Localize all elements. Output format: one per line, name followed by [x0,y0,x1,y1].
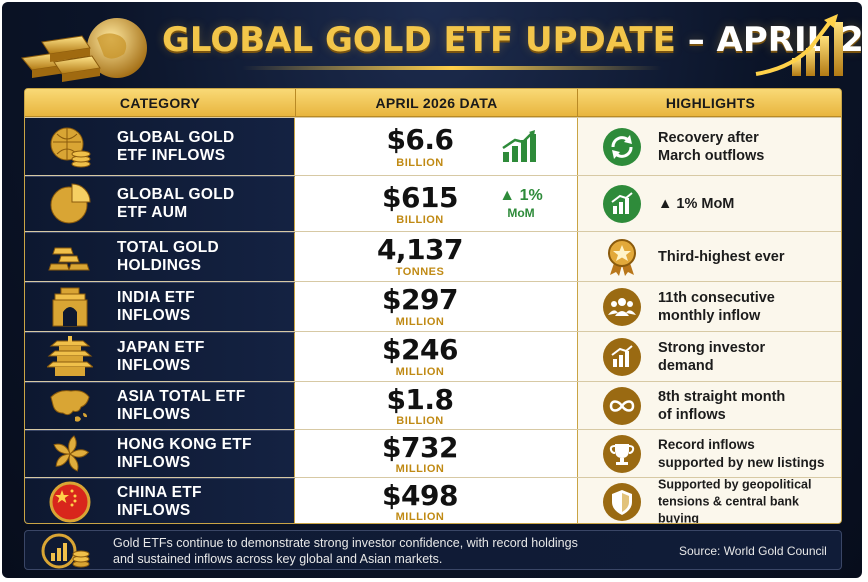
data-cell: $297 MILLION [295,282,577,331]
highlight-cell: Recovery after March outflows [577,118,841,175]
table-row: JAPAN ETF INFLOWS $246 MILLION Strong inv… [25,331,841,381]
category-cell: ASIA TOTAL ETF INFLOWS [25,382,295,429]
data-value: $246 [382,333,458,366]
data-value: $297 [382,283,458,316]
globe-gold-coins-icon [50,127,91,167]
table-row: TOTAL GOLD HOLDINGS 4,137 TONNES Third-hi… [25,231,841,281]
data-value: 4,137 [376,233,464,266]
medal-icon [608,238,636,276]
highlight-cell: Strong investor demand [577,332,841,381]
bauhinia-flower-icon [53,435,90,472]
data-unit: MILLION [395,316,445,328]
page-title: GLOBAL GOLD ETF UPDATE – APRIL 2026 [162,20,862,60]
highlight-cell: 11th consecutive monthly inflow [577,282,841,331]
header-highlights: HIGHLIGHTS [577,89,841,117]
highlight-cell: Third-highest ever [577,232,841,281]
rising-chart-icon [755,14,843,76]
category-cell: JAPAN ETF INFLOWS [25,332,295,381]
highlight-cell: Record inflows supported by new listings [577,430,841,477]
data-value: $6.6 [386,123,454,156]
title-underline [242,66,662,70]
data-cell: $1.8 BILLION [295,382,577,429]
category-cell: INDIA ETF INFLOWS [25,282,295,331]
highlight-text: 11th consecutive monthly inflow [658,289,775,324]
category-cell: CHINA ETF INFLOWS [25,478,295,523]
category-label: ASIA TOTAL ETF INFLOWS [117,388,246,423]
mom-badge-label: MoM [507,206,535,220]
data-unit: MILLION [395,511,445,523]
category-label: HONG KONG ETF INFLOWS [117,436,252,471]
source-label: Source: World Gold Council [679,544,827,558]
highlight-cell: Supported by geopolitical tensions & cent… [577,477,841,524]
trophy-icon [603,434,641,473]
data-cell: $498 MILLION [295,478,577,523]
category-label: CHINA ETF INFLOWS [117,484,202,519]
table-row: CHINA ETF INFLOWS $498 MILLION Supported … [25,477,841,524]
pie-chart-icon [50,183,91,224]
category-label: JAPAN ETF INFLOWS [117,339,205,374]
data-table: CATEGORY APRIL 2026 DATA HIGHLIGHTS GLOB… [24,88,842,524]
data-cell: $615 BILLION ▲ 1% MoM [295,176,577,231]
category-cell: TOTAL GOLD HOLDINGS [25,232,295,281]
data-value: $615 [382,181,458,214]
growth-chart-icon [603,337,641,376]
mom-badge: ▲ 1% MoM [491,186,551,220]
pagoda-icon [47,336,93,376]
shield-icon [603,482,641,521]
category-cell: HONG KONG ETF INFLOWS [25,430,295,477]
coin-chart-icon [41,533,90,569]
infinity-icon [603,386,641,425]
data-unit: BILLION [396,415,444,427]
table-row: GLOBAL GOLD ETF INFLOWS $6.6 BILLION [25,117,841,175]
highlight-text: Recovery after March outflows [658,129,765,164]
highlight-text: 8th straight month of inflows [658,388,786,423]
table-row: INDIA ETF INFLOWS $297 MILLION 11t [25,281,841,331]
highlight-text: Third-highest ever [658,248,785,265]
category-label: GLOBAL GOLD ETF AUM [117,186,235,221]
data-cell: $6.6 BILLION [295,118,577,175]
highlight-cell: 8th straight month of inflows [577,382,841,429]
data-cell: 4,137 TONNES [295,232,577,281]
table-row: HONG KONG ETF INFLOWS $732 MILLION Record… [25,429,841,477]
header-category: CATEGORY [119,95,201,111]
data-unit: TONNES [395,266,445,278]
highlight-text: ▲ 1% MoM [658,195,735,212]
data-unit: BILLION [396,157,444,169]
bar-chart-icon [603,184,641,223]
footer-text: Gold ETFs continue to demonstrate strong… [113,536,578,566]
category-label: GLOBAL GOLD ETF INFLOWS [117,128,235,164]
category-cell: GLOBAL GOLD ETF INFLOWS [25,118,295,175]
table-header: CATEGORY APRIL 2026 DATA HIGHLIGHTS [25,89,841,117]
highlight-text: Supported by geopolitical tensions & cent… [658,477,812,524]
india-gate-icon [52,287,88,327]
data-cell: $246 MILLION [295,332,577,381]
table-row: GLOBAL GOLD ETF AUM $615 BILLION ▲ 1% MoM [25,175,841,231]
category-label: TOTAL GOLD HOLDINGS [117,239,220,274]
people-icon [603,287,641,326]
data-value: $1.8 [386,383,454,416]
table-row: ASIA TOTAL ETF INFLOWS $1.8 BILLION 8th s… [25,381,841,429]
category-cell: GLOBAL GOLD ETF AUM [25,176,295,231]
recovery-cycle-icon [603,127,641,166]
header-data: APRIL 2026 DATA [295,89,577,117]
highlight-cell: ▲ 1% MoM [577,176,841,231]
data-unit: MILLION [395,366,445,378]
data-value: $498 [382,479,458,512]
gold-bars-icon [48,247,90,271]
mom-badge-value: ▲ 1% [499,187,543,204]
data-unit: MILLION [395,463,445,475]
data-value: $732 [382,431,458,464]
data-cell: $732 MILLION [295,430,577,477]
data-unit: BILLION [396,214,444,226]
highlight-text: Strong investor demand [658,339,766,374]
header: GLOBAL GOLD ETF UPDATE – APRIL 2026 [2,2,862,84]
gold-bars-globe-icon [21,18,147,82]
highlight-text: Record inflows supported by new listings [658,436,825,470]
asia-map-icon [50,390,90,422]
green-growth-chart-icon [502,130,536,162]
category-label: INDIA ETF INFLOWS [117,289,195,324]
footer-note: Gold ETFs continue to demonstrate strong… [24,530,842,570]
china-flag-icon [49,481,91,523]
